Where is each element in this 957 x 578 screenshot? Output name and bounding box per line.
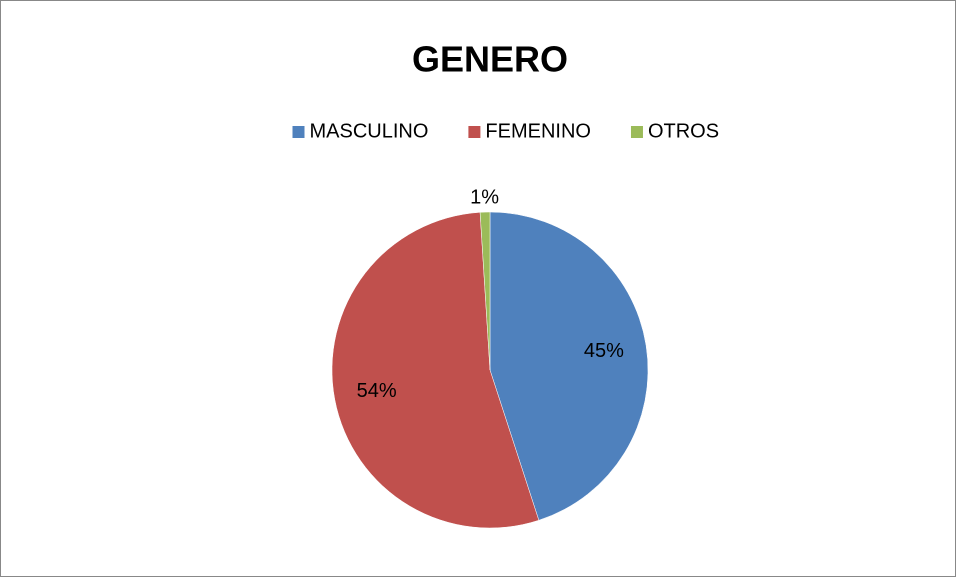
legend-label: MASCULINO — [310, 120, 429, 142]
pie-slice — [489, 211, 649, 521]
legend-label: FEMENINO — [485, 120, 591, 142]
chart-title: GENERO — [412, 39, 568, 80]
pie-slice — [331, 212, 540, 529]
data-label: 45% — [584, 340, 624, 362]
legend-swatch — [468, 126, 481, 138]
legend-swatch — [630, 126, 643, 138]
data-label: 54% — [357, 380, 397, 402]
data-label: 1% — [470, 186, 499, 208]
legend-swatch — [292, 126, 305, 138]
legend-label: OTROS — [648, 120, 719, 142]
pie-slice — [479, 211, 491, 371]
